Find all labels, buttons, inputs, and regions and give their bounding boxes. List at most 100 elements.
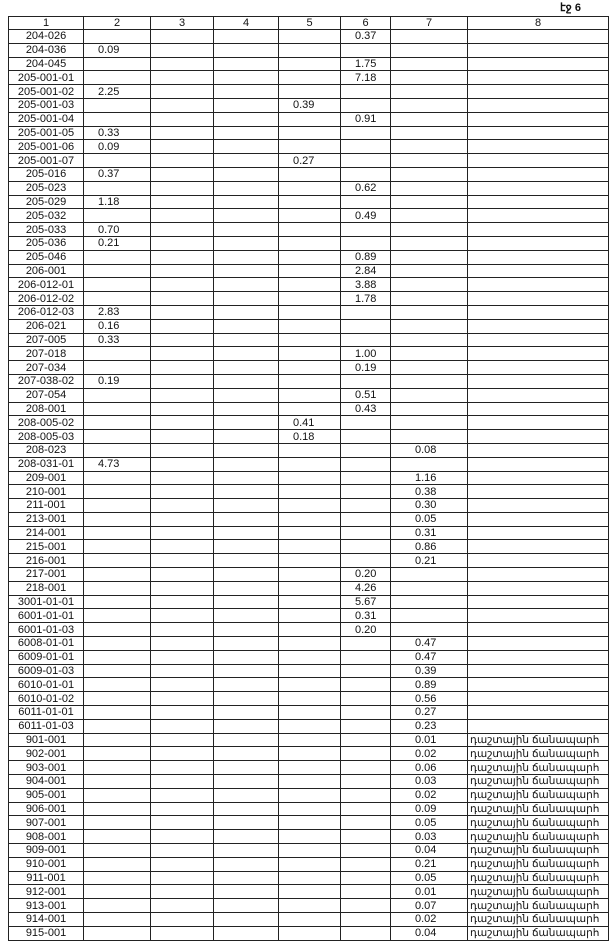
value-cell bbox=[278, 401, 341, 417]
table-row: 205-036 0.21 bbox=[8, 235, 609, 251]
value-cell bbox=[340, 829, 391, 845]
value-cell bbox=[83, 608, 151, 624]
value-cell bbox=[390, 622, 468, 638]
column-header: 2 bbox=[83, 16, 151, 30]
value-cell bbox=[83, 70, 151, 86]
parcel-code-cell: 6011-01-03 bbox=[8, 718, 84, 734]
value-cell bbox=[390, 194, 468, 210]
table-row: 206-012-03 2.83 bbox=[8, 304, 609, 320]
parcel-code-cell: 205-032 bbox=[8, 208, 84, 224]
value-cell bbox=[150, 884, 214, 900]
value-cell bbox=[340, 442, 391, 458]
table-row: 6009-01-03 0.39 bbox=[8, 663, 609, 679]
parcel-code-cell: 205-033 bbox=[8, 222, 84, 237]
value-cell bbox=[83, 291, 151, 306]
value-cell bbox=[150, 429, 214, 444]
parcel-code-cell: 207-034 bbox=[8, 360, 84, 375]
parcel-code-cell: 217-001 bbox=[8, 567, 84, 582]
parcel-code-cell: 208-023 bbox=[8, 442, 84, 458]
value-cell bbox=[213, 774, 279, 789]
value-cell bbox=[83, 815, 151, 831]
parcel-code-cell: 205-046 bbox=[8, 249, 84, 265]
value-cell bbox=[150, 912, 214, 927]
value-cell bbox=[278, 691, 341, 707]
value-cell bbox=[150, 608, 214, 624]
value-cell bbox=[340, 498, 391, 513]
value-cell bbox=[278, 208, 341, 224]
table-row: 207-038-02 0.19 bbox=[8, 373, 609, 389]
value-cell bbox=[278, 498, 341, 513]
value-cell bbox=[278, 553, 341, 569]
table-row: 908-001 0.03 դաշտային ճանապարհ bbox=[8, 829, 609, 845]
note-cell: դաշտային ճանապարհ bbox=[467, 829, 609, 845]
parcel-code-cell: 908-001 bbox=[8, 829, 84, 845]
parcel-code-cell: 206-001 bbox=[8, 263, 84, 279]
value-cell bbox=[83, 277, 151, 293]
value-cell: 0.19 bbox=[83, 373, 151, 389]
note-cell: դաշտային ճանապարհ bbox=[467, 732, 609, 748]
note-cell bbox=[467, 373, 609, 389]
value-cell bbox=[150, 139, 214, 155]
table-row: 6010-01-02 0.56 bbox=[8, 691, 609, 707]
table-row: 209-001 1.16 bbox=[8, 470, 609, 486]
value-cell bbox=[150, 346, 214, 362]
parcel-code-cell: 218-001 bbox=[8, 580, 84, 596]
value-cell: 0.91 bbox=[340, 111, 391, 127]
table-row: 6001-01-01 0.31 bbox=[8, 608, 609, 624]
value-cell: 0.06 bbox=[390, 760, 468, 776]
value-cell: 0.30 bbox=[390, 498, 468, 513]
value-cell bbox=[83, 553, 151, 569]
value-cell bbox=[340, 484, 391, 500]
column-header: 1 bbox=[8, 16, 84, 30]
value-cell bbox=[83, 498, 151, 513]
value-cell bbox=[340, 139, 391, 155]
table-row: 210-001 0.38 bbox=[8, 484, 609, 500]
value-cell bbox=[213, 870, 279, 886]
table-row: 6009-01-01 0.47 bbox=[8, 649, 609, 665]
parcel-code-cell: 6008-01-01 bbox=[8, 636, 84, 651]
parcel-code-cell: 208-005-03 bbox=[8, 429, 84, 444]
value-cell bbox=[390, 29, 468, 44]
value-cell bbox=[150, 677, 214, 693]
value-cell bbox=[390, 56, 468, 72]
value-cell bbox=[340, 153, 391, 168]
column-header: 6 bbox=[340, 16, 391, 30]
note-cell bbox=[467, 235, 609, 251]
value-cell bbox=[278, 360, 341, 375]
value-cell bbox=[213, 580, 279, 596]
value-cell bbox=[83, 580, 151, 596]
value-cell: 0.02 bbox=[390, 787, 468, 803]
value-cell bbox=[83, 249, 151, 265]
value-cell bbox=[83, 622, 151, 638]
note-cell bbox=[467, 318, 609, 334]
value-cell bbox=[213, 539, 279, 555]
value-cell: 7.18 bbox=[340, 70, 391, 86]
value-cell bbox=[278, 870, 341, 886]
value-cell bbox=[213, 346, 279, 362]
value-cell: 0.38 bbox=[390, 484, 468, 500]
value-cell bbox=[213, 594, 279, 610]
value-cell bbox=[150, 856, 214, 872]
table-row: 216-001 0.21 bbox=[8, 553, 609, 569]
value-cell bbox=[150, 263, 214, 279]
value-cell bbox=[83, 774, 151, 789]
value-cell: 0.23 bbox=[390, 718, 468, 734]
value-cell bbox=[213, 456, 279, 472]
parcel-code-cell: 205-001-03 bbox=[8, 97, 84, 113]
value-cell: 3.88 bbox=[340, 277, 391, 293]
value-cell bbox=[213, 111, 279, 127]
value-cell bbox=[150, 56, 214, 72]
table-row: 206-012-02 1.78 bbox=[8, 291, 609, 306]
value-cell bbox=[213, 912, 279, 927]
note-cell: դաշտային ճանապարհ bbox=[467, 925, 609, 941]
note-cell bbox=[467, 456, 609, 472]
value-cell bbox=[213, 760, 279, 776]
value-cell bbox=[390, 415, 468, 431]
value-cell bbox=[150, 208, 214, 224]
parcel-code-cell: 215-001 bbox=[8, 539, 84, 555]
parcel-code-cell: 213-001 bbox=[8, 511, 84, 527]
value-cell bbox=[340, 732, 391, 748]
parcel-code-cell: 209-001 bbox=[8, 470, 84, 486]
table-row: 208-005-03 0.18 bbox=[8, 429, 609, 444]
